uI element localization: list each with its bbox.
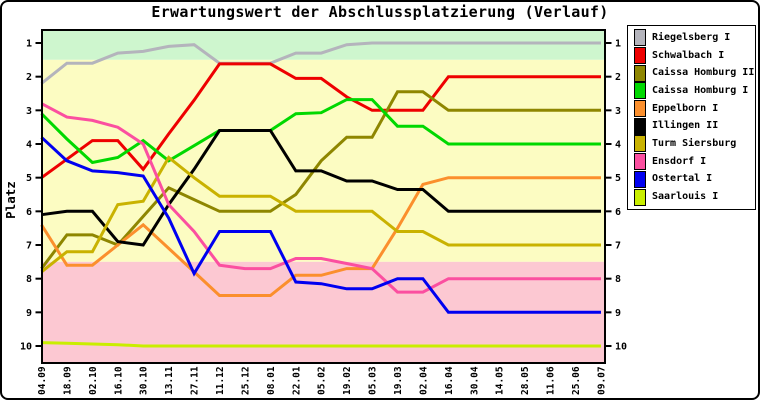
legend-label: Schwalbach I — [652, 49, 725, 61]
series-line-schwalbach-i — [40, 62, 601, 179]
legend-item: Saarlouis I — [634, 188, 755, 206]
legend-swatch — [634, 153, 646, 171]
series-line-eppelborn-i — [40, 176, 601, 297]
zone-middle-zone — [42, 59, 605, 262]
legend-label: Ensdorf I — [652, 155, 707, 167]
x-tick-label: 19.02 — [342, 366, 353, 395]
y-tick-label-right: 8 — [615, 274, 621, 285]
legend-swatch — [634, 135, 646, 153]
legend-item: Schwalbach I — [634, 47, 755, 65]
y-tick-label-right: 6 — [615, 207, 621, 218]
legend-swatch — [634, 100, 646, 118]
x-tick-label: 22.01 — [291, 366, 302, 395]
y-tick-label-right: 10 — [615, 342, 627, 353]
x-tick-label: 11.06 — [546, 366, 557, 395]
x-tick-label: 09.07 — [597, 366, 608, 395]
y-tick-label-left: 2 — [26, 72, 32, 83]
legend-item: Eppelborn I — [634, 100, 755, 118]
y-tick-label-right: 3 — [615, 106, 621, 117]
legend-label: Saarlouis I — [652, 191, 719, 203]
legend-item: Turm Siersburg — [634, 135, 755, 153]
x-tick-label: 16.10 — [113, 366, 124, 395]
legend-swatch — [634, 82, 646, 100]
y-tick-label-right: 4 — [615, 140, 621, 151]
x-tick-label: 11.12 — [215, 366, 226, 395]
legend-label: Caissa Homburg II — [652, 67, 755, 79]
series-line-illingen-ii — [41, 129, 601, 247]
legend-item: Caissa Homburg II — [634, 64, 755, 82]
x-tick-label: 30.04 — [469, 366, 480, 395]
y-tick-label-left: 4 — [26, 140, 32, 151]
legend-swatch — [634, 170, 646, 188]
series-line-turm-siersburg — [40, 155, 601, 274]
y-tick-label-right: 9 — [615, 308, 621, 319]
x-tick-label: 19.03 — [393, 366, 404, 395]
x-tick-label: 05.03 — [368, 366, 379, 395]
chart-title: Erwartungswert der Abschlussplatzierung … — [151, 3, 608, 21]
series-line-ensdorf-i — [40, 102, 601, 294]
x-tick-label: 08.01 — [266, 366, 277, 395]
legend-box: Riegelsberg I Schwalbach I Caissa Homburg … — [627, 25, 756, 210]
plot-frame — [41, 29, 606, 364]
x-tick-label: 14.05 — [495, 366, 506, 395]
x-tick-label: 30.10 — [139, 366, 150, 395]
x-tick-label: 18.09 — [62, 366, 73, 395]
legend-label: Eppelborn I — [652, 102, 719, 114]
legend-swatch — [634, 64, 646, 82]
legend-item: Riegelsberg I — [634, 29, 755, 47]
y-axis-title: Platz — [3, 181, 18, 219]
x-tick-label: 25.12 — [240, 366, 251, 395]
legend-label: Ostertal I — [652, 173, 713, 185]
series-line-riegelsberg-i — [40, 41, 601, 85]
series-line-caissa-homburg-ii — [40, 90, 601, 270]
series-line-ostertal-i — [40, 136, 601, 314]
y-tick-label-right: 5 — [615, 173, 621, 184]
y-tick-label-left: 6 — [26, 207, 32, 218]
x-tick-label: 02.04 — [418, 366, 429, 395]
legend-label: Turm Siersburg — [652, 137, 737, 149]
y-tick-label-left: 1 — [26, 39, 32, 50]
legend-item: Ostertal I — [634, 170, 755, 188]
x-tick-label: 02.10 — [88, 366, 99, 395]
y-tick-label-left: 8 — [26, 274, 32, 285]
x-tick-label: 27.11 — [190, 366, 201, 395]
legend-item: Illingen II — [634, 117, 755, 135]
x-tick-label: 28.05 — [520, 366, 531, 395]
legend-swatch — [634, 47, 646, 65]
y-tick-label-left: 3 — [26, 106, 32, 117]
legend-swatch — [634, 29, 646, 47]
y-tick-label-left: 10 — [20, 342, 32, 353]
series-line-saarlouis-i — [41, 341, 601, 348]
x-tick-label: 16.04 — [444, 366, 455, 395]
x-tick-label: 05.02 — [317, 366, 328, 395]
x-tick-label: 04.09 — [37, 366, 48, 395]
legend-label: Illingen II — [652, 120, 719, 132]
legend-item: Caissa Homburg I — [634, 82, 755, 100]
y-tick-label-right: 7 — [615, 241, 621, 252]
legend-item: Ensdorf I — [634, 153, 755, 171]
legend-label: Riegelsberg I — [652, 31, 731, 43]
series-line-caissa-homburg-i — [40, 98, 601, 165]
zone-top-zone — [42, 30, 605, 60]
x-tick-label: 25.06 — [571, 366, 582, 395]
y-tick-label-right: 1 — [615, 39, 621, 50]
legend-swatch — [634, 117, 646, 135]
y-tick-label-right: 2 — [615, 72, 621, 83]
y-tick-label-left: 7 — [26, 241, 32, 252]
legend-swatch — [634, 188, 646, 206]
legend-label: Caissa Homburg I — [652, 84, 749, 96]
x-tick-label: 13.11 — [164, 366, 175, 395]
y-tick-label-left: 5 — [26, 173, 32, 184]
y-tick-label-left: 9 — [26, 308, 32, 319]
